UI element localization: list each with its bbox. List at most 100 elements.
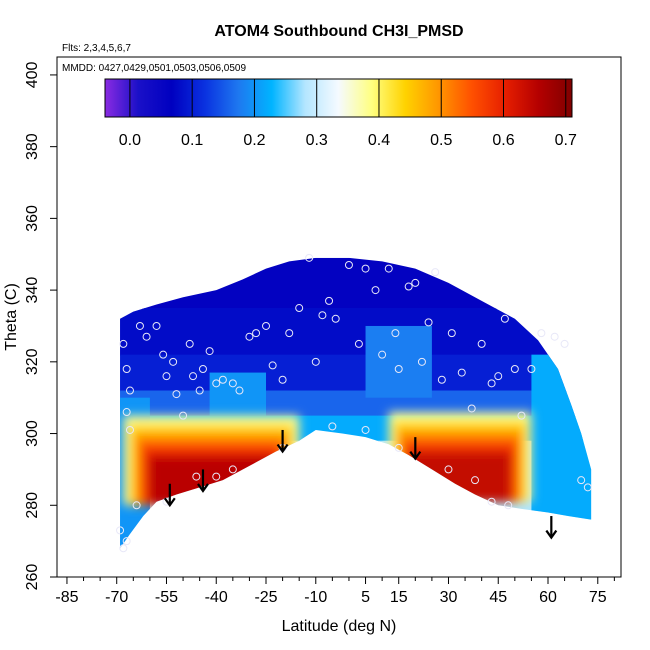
arrow-head xyxy=(276,443,289,454)
observation-point xyxy=(212,472,221,481)
observation-point xyxy=(172,390,181,399)
observation-point xyxy=(122,365,131,373)
observation-point xyxy=(245,332,254,341)
observation-point xyxy=(135,321,144,330)
enhancement-region-0 xyxy=(149,456,273,506)
observation-point xyxy=(494,372,503,381)
observation-point xyxy=(583,483,592,492)
observation-point xyxy=(169,357,178,366)
x-tick-label: 30 xyxy=(440,589,458,606)
field-patch xyxy=(531,354,592,520)
flights-label: Flts: 2,3,4,5,6,7 xyxy=(62,43,131,54)
observation-point xyxy=(192,472,201,481)
observation-point xyxy=(394,443,403,452)
field-clip xyxy=(120,257,592,549)
observation-point xyxy=(404,282,413,291)
observation-point xyxy=(417,357,426,366)
observation-point xyxy=(318,311,327,320)
observation-point xyxy=(487,497,496,506)
x-tick-label: -40 xyxy=(205,589,228,606)
observation-point xyxy=(487,379,496,388)
observation-point xyxy=(500,314,509,323)
colorbar-tick-label: 0.5 xyxy=(430,132,452,149)
colorbar-ticks: 0.0 0.1 0.2 0.3 0.4 0.5 0.6 0.7 xyxy=(119,79,577,149)
observation-point xyxy=(504,501,513,510)
observation-point xyxy=(394,365,403,373)
x-tick-label: -55 xyxy=(155,589,178,606)
observation-point xyxy=(325,296,334,305)
observation-point xyxy=(162,372,171,381)
y-tick-label: 280 xyxy=(24,492,41,519)
colorbar-tick-label: 0.4 xyxy=(368,132,390,149)
y-tick-label: 360 xyxy=(24,205,41,232)
plot-field xyxy=(120,257,592,549)
y-tick-label: 340 xyxy=(24,277,41,304)
observation-point xyxy=(119,544,128,553)
observation-point xyxy=(471,476,480,485)
observation-point xyxy=(527,365,536,373)
observation-point xyxy=(467,404,476,413)
observation-point xyxy=(268,361,277,370)
colorbar-tick-label: 0.3 xyxy=(306,132,328,149)
chart-title: ATOM4 Southbound CH3I_PMSD xyxy=(214,23,463,40)
x-tick-label: 45 xyxy=(489,589,507,606)
observation-point xyxy=(122,408,131,417)
colorbar-tick-label: 0.6 xyxy=(492,132,514,149)
field-band xyxy=(120,308,592,356)
observation-point xyxy=(195,386,204,395)
observation-point xyxy=(391,329,400,338)
observation-point xyxy=(447,329,456,338)
observation-point xyxy=(305,253,314,262)
y-tick-label: 260 xyxy=(24,564,41,591)
observation-point xyxy=(517,411,526,420)
x-tick-label: -10 xyxy=(304,589,327,606)
x-tick-label: -70 xyxy=(105,589,128,606)
observation-point xyxy=(437,375,446,384)
field-band xyxy=(120,354,592,392)
observation-point xyxy=(444,465,453,474)
colorbar-gradient xyxy=(104,78,573,118)
observation-point xyxy=(198,365,207,373)
arrow-head xyxy=(197,483,209,493)
observation-point xyxy=(228,379,237,388)
arrow-head xyxy=(409,451,422,461)
observation-point xyxy=(577,476,586,485)
observation-point xyxy=(262,321,271,330)
observation-point xyxy=(457,368,466,377)
arrow-head xyxy=(545,529,558,540)
arrow-head xyxy=(163,497,176,508)
y-axis: 260 280 300 320 340 360 380 400 xyxy=(24,61,57,590)
y-tick-label: 320 xyxy=(24,348,41,375)
observation-point xyxy=(378,350,387,359)
x-axis: -85 -70 -55 -40 -25 -10 5 15 30 45 60 75 xyxy=(55,577,615,606)
observation-point xyxy=(125,425,134,434)
observation-point xyxy=(116,526,125,535)
observation-point xyxy=(361,264,370,273)
observation-point xyxy=(328,422,337,431)
observation-points xyxy=(116,253,592,553)
observation-point xyxy=(560,339,569,348)
observation-point xyxy=(477,339,486,348)
observation-point xyxy=(205,347,214,356)
observation-point xyxy=(185,339,194,348)
plot-frame xyxy=(56,56,622,578)
field-patch xyxy=(365,325,432,398)
observation-point xyxy=(550,332,559,341)
colorbar-tick-label: 0.2 xyxy=(243,132,265,149)
observation-point xyxy=(311,357,320,366)
observation-point xyxy=(411,278,420,287)
x-tick-label: -85 xyxy=(55,589,78,606)
observation-point xyxy=(132,501,141,510)
observation-point xyxy=(431,268,440,277)
y-tick-label: 300 xyxy=(24,420,41,447)
observation-point xyxy=(122,537,131,546)
colorbar-tick-label: 0.0 xyxy=(119,132,141,149)
observation-point xyxy=(295,304,304,313)
observation-point xyxy=(285,329,294,338)
colorbar-tick-label: 0.1 xyxy=(181,132,203,149)
arrow-markers xyxy=(163,429,558,540)
observation-point xyxy=(212,379,221,388)
observation-point xyxy=(537,329,546,338)
observation-point xyxy=(228,465,237,474)
y-tick-label: 400 xyxy=(24,61,41,88)
